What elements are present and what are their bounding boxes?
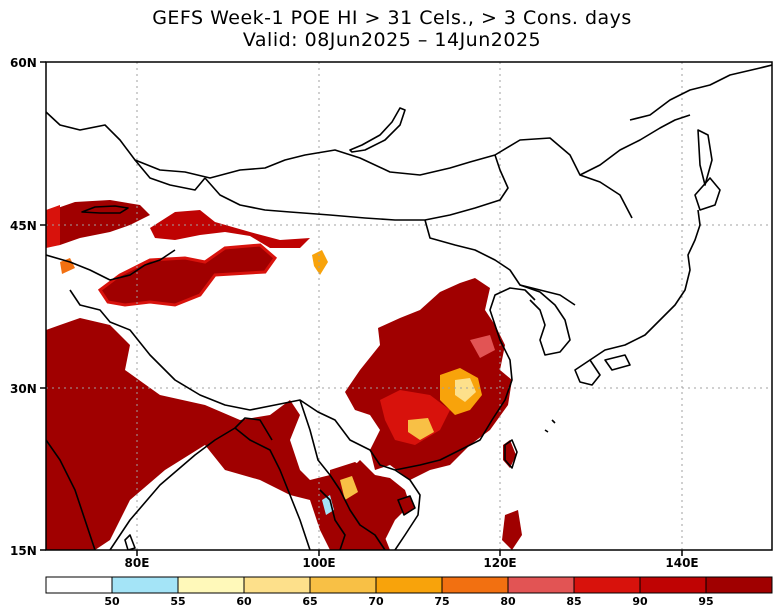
kazakh-heat-region	[46, 200, 150, 246]
colorbar-swatch	[441, 576, 509, 594]
colorbar-swatch	[111, 576, 179, 594]
indochina-coast	[394, 469, 421, 550]
india-heat-region	[46, 318, 390, 550]
lon-label-80e: 80E	[124, 556, 150, 570]
colorbar: 50 55 60 65 70 75 80 85 90 95	[45, 576, 773, 608]
borders	[46, 64, 772, 550]
japan-honshu	[589, 209, 701, 361]
colorbar-swatch	[639, 576, 707, 594]
colorbar-swatch	[375, 576, 443, 594]
colorbar-tick-label: 75	[434, 595, 449, 608]
colorbar-swatch	[309, 576, 377, 594]
lat-label-30n: 30N	[10, 382, 37, 396]
map-frame	[45, 61, 773, 551]
india-coast	[46, 439, 96, 550]
hainan-outline	[397, 495, 416, 516]
map-title-line2: Valid: 08Jun2025 – 14Jun2025	[242, 29, 542, 51]
colorbar-swatch	[243, 576, 311, 594]
seasia-heat-region	[330, 462, 410, 550]
bangladesh-border	[234, 417, 273, 441]
colorbar-tick-label: 85	[566, 595, 581, 608]
okhotsk-coast	[579, 114, 691, 176]
gobi-orange	[312, 250, 328, 275]
china-coast	[394, 287, 536, 471]
kamchatka-coast	[629, 64, 772, 121]
colorbar-tick-label: 80	[500, 595, 516, 608]
baikal	[349, 107, 406, 153]
lat-label-15n: 15N	[10, 544, 37, 558]
colorbar-swatch	[573, 576, 641, 594]
colorbar-swatch	[45, 576, 113, 594]
taiwan-outline	[504, 439, 518, 469]
japan-shikoku	[604, 354, 631, 371]
east-china-red2	[470, 335, 495, 358]
tibet-india-border	[69, 289, 396, 471]
colorbar-tick-label: 90	[632, 595, 648, 608]
graticule	[46, 62, 772, 550]
central-asia-border	[46, 249, 176, 281]
lon-label-100e: 100E	[302, 556, 336, 570]
axis-ticks	[40, 61, 683, 556]
sakhalin	[697, 129, 713, 186]
hokkaido	[694, 177, 721, 211]
lat-label-45n: 45N	[10, 219, 37, 233]
mongolia-border	[204, 154, 509, 221]
probability-field	[46, 200, 522, 550]
colorbar-swatch	[705, 576, 773, 594]
philippines-heat	[502, 510, 522, 550]
colorbar-tick-label: 55	[170, 595, 185, 608]
east-china-heat-region	[345, 278, 512, 480]
colorbar-tick-label: 60	[236, 595, 252, 608]
japan-kyushu	[574, 359, 601, 386]
korea-outline	[519, 284, 571, 356]
balkhash	[81, 205, 129, 214]
china-north-border	[424, 219, 576, 306]
dzungaria-heat-region	[150, 210, 310, 248]
colorbar-tick-label: 50	[104, 595, 120, 608]
tarim-heat-region	[100, 245, 275, 305]
east-china-orange2	[408, 418, 434, 440]
kazakh-china-border	[134, 159, 206, 191]
lon-label-140e: 140E	[665, 556, 699, 570]
colorbar-swatch	[507, 576, 575, 594]
nw-edge-strip	[46, 205, 60, 248]
colorbar-tick-label: 70	[368, 595, 384, 608]
map-title-line1: GEFS Week-1 POE HI > 31 Cels., > 3 Cons.…	[152, 7, 632, 29]
colorbar-tick-label: 95	[698, 595, 713, 608]
thailand-border	[319, 489, 346, 550]
seasia-cyan	[322, 495, 334, 515]
india-east-coast	[109, 427, 311, 550]
east-china-yellow	[455, 378, 476, 402]
lon-label-120e: 120E	[483, 556, 517, 570]
colorbar-swatch	[177, 576, 245, 594]
russia-border	[46, 111, 633, 219]
ryukyu	[544, 419, 556, 433]
myanmar-border	[299, 399, 386, 550]
colorbar-tick-label: 65	[302, 595, 317, 608]
seasia-orange	[340, 476, 358, 500]
sri-lanka	[124, 534, 136, 550]
lat-label-60n: 60N	[10, 56, 37, 70]
